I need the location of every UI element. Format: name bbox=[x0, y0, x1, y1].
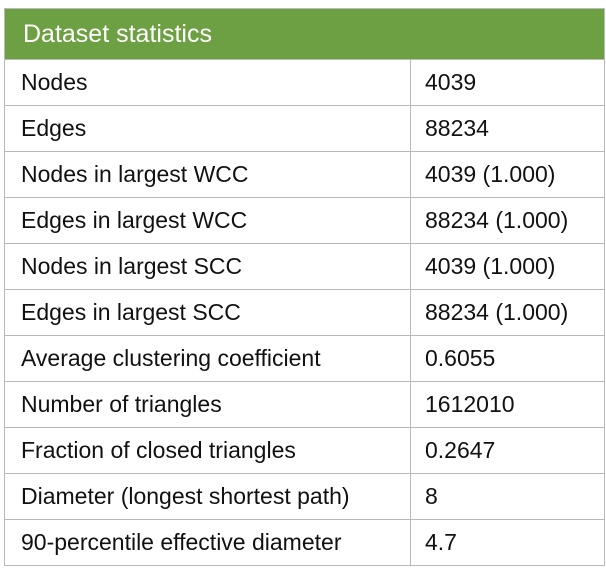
table-row: Fraction of closed triangles 0.2647 bbox=[4, 427, 606, 474]
table-row: Diameter (longest shortest path) 8 bbox=[4, 473, 606, 520]
row-label: Nodes bbox=[4, 59, 411, 106]
row-label: Edges bbox=[4, 105, 411, 152]
table-header-row: Dataset statistics bbox=[3, 8, 606, 60]
row-value: 8 bbox=[409, 473, 606, 520]
row-value: 0.6055 bbox=[409, 335, 606, 382]
table-row: Average clustering coefficient 0.6055 bbox=[4, 335, 606, 382]
table-row: Nodes 4039 bbox=[4, 59, 606, 106]
row-value: 0.2647 bbox=[409, 427, 606, 474]
row-label: 90-percentile effective diameter bbox=[4, 519, 411, 566]
row-value: 1612010 bbox=[409, 381, 606, 428]
row-value: 4039 (1.000) bbox=[409, 151, 606, 198]
row-value: 4039 bbox=[409, 59, 606, 106]
row-label: Number of triangles bbox=[4, 381, 411, 428]
row-label: Edges in largest SCC bbox=[4, 289, 411, 336]
row-label: Nodes in largest SCC bbox=[4, 243, 411, 290]
table-title: Dataset statistics bbox=[3, 8, 606, 60]
row-value: 4.7 bbox=[409, 519, 606, 566]
row-label: Edges in largest WCC bbox=[4, 197, 411, 244]
row-label: Diameter (longest shortest path) bbox=[4, 473, 411, 520]
row-value: 88234 (1.000) bbox=[409, 289, 606, 336]
row-value: 4039 (1.000) bbox=[409, 243, 606, 290]
table-row: Edges in largest SCC 88234 (1.000) bbox=[4, 289, 606, 336]
row-value: 88234 bbox=[409, 105, 606, 152]
table-row: Nodes in largest WCC 4039 (1.000) bbox=[4, 151, 606, 198]
row-label: Fraction of closed triangles bbox=[4, 427, 411, 474]
table-row: Edges 88234 bbox=[4, 105, 606, 152]
row-value: 88234 (1.000) bbox=[409, 197, 606, 244]
row-label: Nodes in largest WCC bbox=[4, 151, 411, 198]
dataset-statistics-table: Dataset statistics Nodes 4039 Edges 8823… bbox=[3, 8, 606, 566]
table-row: Number of triangles 1612010 bbox=[4, 381, 606, 428]
table-row: 90-percentile effective diameter 4.7 bbox=[4, 519, 606, 566]
table-row: Nodes in largest SCC 4039 (1.000) bbox=[4, 243, 606, 290]
table-row: Edges in largest WCC 88234 (1.000) bbox=[4, 197, 606, 244]
row-label: Average clustering coefficient bbox=[4, 335, 411, 382]
